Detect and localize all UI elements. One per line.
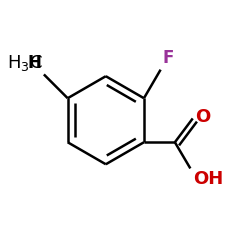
Text: OH: OH <box>193 170 223 188</box>
Text: F: F <box>163 49 174 67</box>
Text: H: H <box>28 54 42 72</box>
Text: O: O <box>195 108 210 126</box>
Text: $\mathregular{H_3C}$: $\mathregular{H_3C}$ <box>7 53 43 73</box>
